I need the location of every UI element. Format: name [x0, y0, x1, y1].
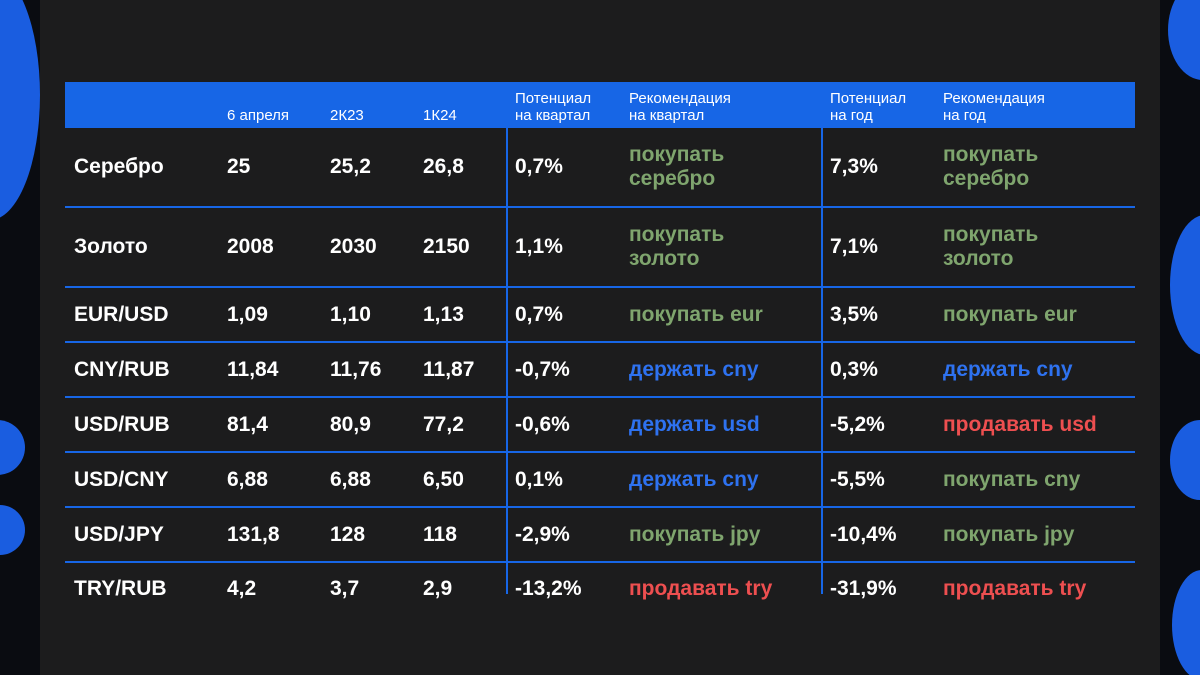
blob-decoration: [1172, 570, 1200, 675]
cell-recommendation-year: покупать eur: [943, 302, 1077, 326]
table-row: USD/JPY 131,8 128 118 -2,9% покупать jpy -10,4…: [65, 508, 1135, 563]
blob-decoration: [1170, 420, 1200, 500]
cell-recommendation-year: держать cny: [943, 357, 1073, 381]
table-row: Золото 2008 2030 2150 1,1% покупать золото 7,1…: [65, 208, 1135, 288]
cell-asset: EUR/USD: [74, 302, 169, 326]
table-row: TRY/RUB 4,2 3,7 2,9 -13,2% продавать try -31,9…: [65, 563, 1135, 614]
header-potential-year: Потенциал на год: [830, 90, 907, 124]
blob-decoration: [0, 505, 25, 555]
header-2q23: 2К23: [330, 107, 364, 124]
cell-1q24-value: 118: [423, 522, 457, 546]
cell-recommendation-year: покупать серебро: [943, 143, 1039, 190]
cell-recommendation-quarter: держать cny: [629, 357, 759, 381]
right-decor-strip: [1160, 0, 1200, 675]
cell-date-value: 11,84: [227, 357, 279, 381]
left-decor-strip: [0, 0, 40, 675]
cell-asset: USD/CNY: [74, 467, 169, 491]
content-panel: 6 апреля 2К23 1К24 Потенциал на квартал …: [40, 0, 1160, 675]
header-potential-quarter: Потенциал на квартал: [515, 90, 592, 124]
cell-asset: USD/RUB: [74, 412, 170, 436]
cell-1q24-value: 77,2: [423, 412, 464, 436]
cell-potential-quarter: -0,6%: [515, 412, 570, 436]
cell-1q24-value: 2,9: [423, 576, 453, 600]
column-divider: [506, 128, 508, 594]
blob-decoration: [0, 420, 25, 475]
cell-2q23-value: 3,7: [330, 576, 360, 600]
cell-potential-quarter: 0,7%: [515, 155, 563, 178]
table-row: USD/RUB 81,4 80,9 77,2 -0,6% держать usd -5,2%…: [65, 398, 1135, 453]
blob-decoration: [0, 0, 40, 220]
cell-2q23-value: 2030: [330, 235, 377, 258]
cell-date-value: 1,09: [227, 302, 268, 326]
header-date: 6 апреля: [227, 107, 290, 124]
cell-asset: TRY/RUB: [74, 576, 167, 600]
table-header: 6 апреля 2К23 1К24 Потенциал на квартал …: [65, 82, 1135, 128]
cell-1q24-value: 6,50: [423, 467, 464, 491]
cell-asset: USD/JPY: [74, 522, 164, 546]
header-recommendation-year: Рекомендация на год: [943, 90, 1045, 124]
cell-potential-quarter: -0,7%: [515, 357, 570, 381]
cell-potential-quarter: 0,1%: [515, 467, 563, 491]
cell-potential-quarter: 1,1%: [515, 235, 563, 258]
table-row: EUR/USD 1,09 1,10 1,13 0,7% покупать eur 3,5% п…: [65, 288, 1135, 343]
cell-potential-year: 7,1%: [830, 235, 878, 258]
table-row: CNY/RUB 11,84 11,76 11,87 -0,7% держать cny 0,…: [65, 343, 1135, 398]
cell-asset: Серебро: [74, 155, 164, 178]
cell-recommendation-year: покупать jpy: [943, 522, 1075, 546]
cell-date-value: 81,4: [227, 412, 268, 436]
cell-recommendation-quarter: держать usd: [629, 412, 760, 436]
table-row: USD/CNY 6,88 6,88 6,50 0,1% держать cny -5,5% п…: [65, 453, 1135, 508]
cell-recommendation-year: покупать золото: [943, 223, 1039, 270]
cell-potential-year: -31,9%: [830, 576, 897, 600]
cell-2q23-value: 11,76: [330, 357, 382, 381]
cell-recommendation-year: продавать try: [943, 576, 1087, 600]
cell-1q24-value: 11,87: [423, 357, 475, 381]
cell-1q24-value: 1,13: [423, 302, 464, 326]
cell-2q23-value: 128: [330, 522, 366, 546]
cell-asset: CNY/RUB: [74, 357, 170, 381]
cell-recommendation-quarter: покупать eur: [629, 302, 763, 326]
cell-recommendation-quarter: покупать jpy: [629, 522, 761, 546]
cell-potential-year: 0,3%: [830, 357, 878, 381]
forecast-table: 6 апреля 2К23 1К24 Потенциал на квартал …: [65, 82, 1135, 614]
cell-potential-quarter: 0,7%: [515, 302, 563, 326]
cell-date-value: 6,88: [227, 467, 268, 491]
cell-potential-year: -5,2%: [830, 412, 885, 436]
cell-1q24-value: 2150: [423, 235, 470, 258]
cell-recommendation-year: продавать usd: [943, 412, 1097, 436]
cell-potential-year: -10,4%: [830, 522, 897, 546]
cell-recommendation-quarter: продавать try: [629, 576, 773, 600]
cell-potential-quarter: -2,9%: [515, 522, 570, 546]
cell-recommendation-quarter: покупать серебро: [629, 143, 725, 190]
cell-1q24-value: 26,8: [423, 155, 464, 178]
cell-potential-quarter: -13,2%: [515, 576, 582, 600]
cell-date-value: 25: [227, 155, 251, 178]
table-row: Серебро 25 25,2 26,8 0,7% покупать серебро 7,3…: [65, 128, 1135, 208]
cell-recommendation-quarter: покупать золото: [629, 223, 725, 270]
cell-2q23-value: 80,9: [330, 412, 371, 436]
blob-decoration: [1170, 215, 1200, 355]
cell-recommendation-year: покупать cny: [943, 467, 1081, 491]
header-1q24: 1К24: [423, 107, 457, 124]
cell-date-value: 2008: [227, 235, 274, 258]
cell-recommendation-quarter: держать cny: [629, 467, 759, 491]
cell-potential-year: 7,3%: [830, 155, 878, 178]
cell-2q23-value: 25,2: [330, 155, 371, 178]
header-recommendation-quarter: Рекомендация на квартал: [629, 90, 731, 124]
table-body: Серебро 25 25,2 26,8 0,7% покупать серебро 7,3…: [65, 128, 1135, 614]
cell-2q23-value: 1,10: [330, 302, 371, 326]
blob-decoration: [1168, 0, 1200, 80]
cell-potential-year: -5,5%: [830, 467, 885, 491]
cell-date-value: 4,2: [227, 576, 257, 600]
cell-2q23-value: 6,88: [330, 467, 371, 491]
cell-date-value: 131,8: [227, 522, 280, 546]
column-divider: [821, 128, 823, 594]
cell-potential-year: 3,5%: [830, 302, 878, 326]
cell-asset: Золото: [74, 235, 148, 258]
